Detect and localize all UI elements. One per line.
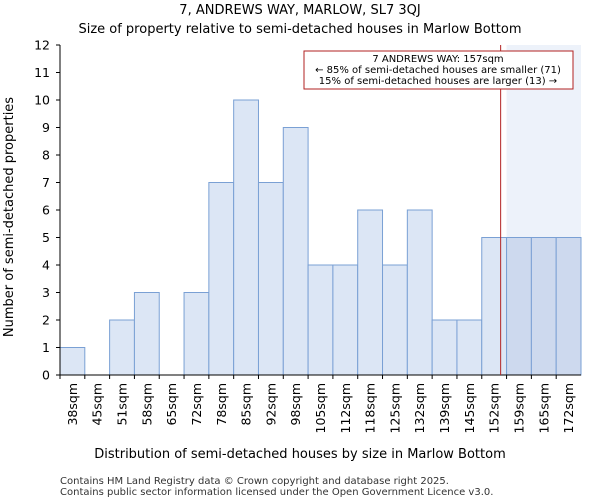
y-tick-label: 0 — [42, 368, 50, 383]
y-tick-label: 9 — [42, 120, 50, 135]
x-tick-label: 85sqm — [239, 383, 254, 426]
bar-159sqm — [506, 237, 532, 376]
bar-72sqm — [183, 292, 210, 376]
x-tick-label: 152sqm — [487, 383, 502, 433]
annotation-box — [303, 50, 574, 90]
bar-152sqm — [481, 237, 508, 376]
annotation-line1: 7 ANDREWS WAY: 157sqm — [372, 54, 503, 65]
chart-title-line2: Size of property relative to semi-detach… — [78, 22, 521, 37]
x-tick-label: 125sqm — [387, 383, 402, 433]
x-tick-label: 65sqm — [164, 383, 179, 426]
bar-118sqm — [357, 209, 384, 376]
footer-line1: Contains HM Land Registry data © Crown c… — [60, 476, 449, 487]
y-axis-label: Number of semi-detached properties — [2, 97, 17, 337]
y-tick-label: 11 — [34, 65, 50, 80]
x-tick-label: 165sqm — [536, 383, 551, 433]
x-tick-label: 118sqm — [363, 383, 378, 433]
y-tick-label: 10 — [34, 93, 50, 108]
footer-line2: Contains public sector information licen… — [60, 487, 493, 498]
x-tick-label: 51sqm — [115, 383, 130, 426]
x-tick-label: 78sqm — [214, 383, 229, 426]
annotation-line2: ← 85% of semi-detached houses are smalle… — [315, 65, 561, 76]
bar-145sqm — [456, 319, 483, 376]
y-tick-label: 2 — [42, 313, 50, 328]
x-ticks-group: 38sqm 45sqm 51sqm 58sqm 65sqm 72sqm 78sqm 85sqm… — [59, 375, 576, 433]
x-axis-label: Distribution of semi-detached houses by … — [94, 447, 506, 462]
x-tick-label: 105sqm — [313, 383, 328, 433]
bar-98sqm — [282, 127, 309, 376]
bar-92sqm — [257, 182, 284, 376]
bar-51sqm — [109, 319, 135, 376]
y-tick-label: 7 — [42, 175, 50, 190]
bar-58sqm — [133, 292, 160, 376]
bar-105sqm — [307, 264, 334, 376]
y-tick-label: 1 — [42, 340, 50, 355]
bar-125sqm — [382, 264, 408, 376]
bars-group — [59, 99, 582, 376]
x-tick-label: 45sqm — [90, 383, 105, 426]
x-tick-label: 72sqm — [189, 383, 204, 426]
x-tick-label: 98sqm — [288, 383, 303, 426]
x-tick-label: 139sqm — [437, 383, 452, 433]
x-tick-label: 159sqm — [511, 383, 526, 433]
x-tick-label: 92sqm — [263, 383, 278, 426]
bar-165sqm — [530, 237, 557, 376]
y-tick-label: 8 — [42, 148, 50, 163]
bar-172sqm — [555, 237, 582, 376]
bar-38sqm — [59, 347, 86, 376]
bar-112sqm — [332, 264, 359, 376]
chart-title-line1: 7, ANDREWS WAY, MARLOW, SL7 3QJ — [179, 3, 420, 18]
y-tick-label: 12 — [34, 38, 50, 53]
annotation-line3: 15% of semi-detached houses are larger (… — [319, 76, 557, 87]
x-tick-label: 58sqm — [139, 383, 154, 426]
y-tick-label: 3 — [42, 285, 50, 300]
x-tick-label: 38sqm — [65, 383, 80, 426]
x-tick-label: 145sqm — [462, 383, 477, 433]
bar-85sqm — [233, 99, 259, 376]
y-tick-label: 6 — [42, 203, 50, 218]
bar-132sqm — [406, 209, 433, 376]
y-tick-label: 4 — [42, 258, 50, 273]
x-tick-label: 132sqm — [412, 383, 427, 433]
x-tick-label: 112sqm — [338, 383, 353, 433]
bar-78sqm — [208, 182, 235, 376]
x-tick-label: 172sqm — [561, 383, 576, 433]
bar-139sqm — [431, 319, 458, 376]
y-tick-label: 5 — [42, 230, 50, 245]
